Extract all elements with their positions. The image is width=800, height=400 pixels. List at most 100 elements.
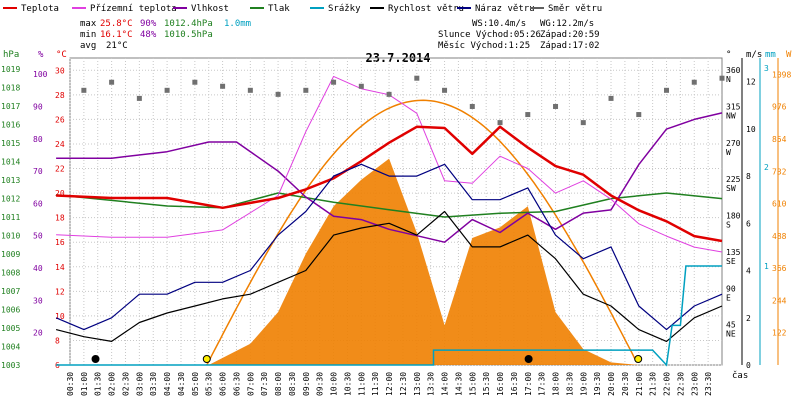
- tick-humidity: 60: [33, 199, 43, 208]
- tick-solar: 244: [772, 296, 787, 305]
- x-tick-label: 00:30: [66, 372, 75, 396]
- tick-humidity: 20: [33, 329, 43, 338]
- tick-humidity: 90: [33, 102, 43, 111]
- legend-label-rychlost: Rychlost větru: [388, 4, 464, 14]
- axis-unit-rain: mm: [765, 50, 776, 60]
- x-tick-label: 08:00: [274, 372, 283, 396]
- tick-pressure: 1018: [1, 84, 20, 93]
- axis-unit-humidity: %: [38, 50, 44, 60]
- stats-block: max 25.8°C 90% 1012.4hPa 1.0mm min 16.1°…: [80, 19, 251, 51]
- series-temperature-line: [56, 125, 723, 243]
- tick-temperature: 18: [55, 214, 65, 223]
- x-tick-label: 15:30: [482, 372, 491, 396]
- tick-compass: E: [726, 293, 731, 302]
- wind-direction-mark: [719, 75, 725, 81]
- x-tick-label: 18:00: [552, 372, 561, 396]
- series-wind-line: [55, 210, 723, 342]
- stats-avg-label: avg: [80, 41, 96, 51]
- tick-pressure: 1007: [1, 287, 20, 296]
- wind-direction-mark: [220, 83, 226, 89]
- tick-temperature: 16: [55, 238, 65, 247]
- tick-humidity: 70: [33, 167, 43, 176]
- x-tick-label: 08:30: [288, 372, 297, 396]
- tick-wind: 6: [746, 219, 751, 228]
- tick-compass: W: [726, 148, 731, 157]
- info-block: WS:10.4m/s WG:12.2m/s Slunce Východ:05:2…: [438, 19, 600, 51]
- x-tick-label: 06:00: [219, 372, 228, 396]
- x-axis-unit: čas: [732, 370, 748, 381]
- tick-pressure: 1005: [1, 324, 20, 333]
- x-tick-label: 10:00: [330, 372, 339, 396]
- x-tick-label: 20:00: [607, 372, 616, 396]
- tick-humidity: 80: [33, 135, 43, 144]
- tick-pressure: 1016: [1, 121, 20, 130]
- tick-temperature: 30: [55, 66, 65, 75]
- tick-direction: 135: [726, 248, 741, 257]
- wind-direction-mark: [664, 87, 670, 93]
- stats-min-temp: 16.1°C: [100, 30, 133, 40]
- tick-pressure: 1014: [1, 158, 20, 167]
- tick-pressure: 1017: [1, 102, 20, 111]
- tick-temperature: 26: [55, 115, 65, 124]
- tick-direction: 360: [726, 66, 741, 75]
- x-tick-label: 14:00: [441, 372, 450, 396]
- x-tick-label: 23:00: [690, 372, 699, 396]
- series-ground-temp-line: [56, 75, 723, 253]
- tick-temperature: 22: [55, 165, 65, 174]
- tick-direction: 180: [726, 212, 741, 221]
- axis-unit-temperature: °C: [56, 50, 67, 60]
- tick-temperature: 28: [55, 91, 65, 100]
- x-tick-label: 13:00: [413, 372, 422, 396]
- tick-solar: 1098: [772, 70, 791, 79]
- wind-direction-mark: [331, 79, 337, 85]
- tick-solar: 122: [772, 329, 787, 338]
- tick-solar: 366: [772, 264, 787, 273]
- tick-humidity: 100: [33, 70, 48, 79]
- tick-pressure: 1011: [1, 213, 20, 222]
- x-tick-label: 04:30: [177, 372, 186, 396]
- legend: Teplota Přízemní teplota Vlhkost Tlak Srážky…: [3, 4, 602, 14]
- stats-max-temp: 25.8°C: [100, 19, 133, 29]
- plot-area: [55, 75, 725, 367]
- tick-direction: 225: [726, 175, 741, 184]
- tick-pressure: 1008: [1, 269, 20, 278]
- x-tick-label: 10:30: [343, 372, 352, 396]
- wind-direction-mark: [275, 91, 281, 97]
- legend-label-vlhkost: Vlhkost: [191, 4, 229, 14]
- tick-solar: 976: [772, 103, 787, 112]
- stats-max-hum: 90%: [140, 19, 157, 29]
- x-tick-label: 03:30: [149, 372, 158, 396]
- tick-pressure: 1019: [1, 65, 20, 74]
- stats-max-label: max: [80, 19, 97, 29]
- tick-temperature: 14: [55, 263, 65, 272]
- tick-wind: 10: [746, 125, 756, 134]
- series-rain-line: [56, 265, 722, 367]
- x-tick-label: 19:30: [593, 372, 602, 396]
- x-tick-label: 16:30: [510, 372, 519, 396]
- tick-wind: 2: [746, 314, 751, 323]
- stats-min-label: min: [80, 30, 96, 40]
- x-tick-label: 04:00: [163, 372, 172, 396]
- wind-direction-mark: [192, 79, 198, 85]
- info-sunset: Západ:20:59: [540, 30, 600, 40]
- x-tick-label: 09:00: [302, 372, 311, 396]
- x-tick-label: 01:30: [94, 372, 103, 396]
- x-tick-label: 13:30: [427, 372, 436, 396]
- x-tick-label: 01:00: [80, 372, 89, 396]
- series-solar-area: [208, 158, 639, 365]
- axis-unit-wind: m/s: [746, 50, 762, 60]
- x-tick-label: 09:30: [316, 372, 325, 396]
- series-humidity-line: [56, 112, 723, 243]
- tick-pressure: 1015: [1, 139, 20, 148]
- tick-pressure: 1004: [1, 343, 20, 352]
- tick-humidity: 30: [33, 296, 43, 305]
- tick-direction: 315: [726, 103, 741, 112]
- legend-label-naraz: Náraz větru: [475, 4, 535, 14]
- sun-arc: [206, 99, 638, 366]
- wind-direction-mark: [553, 103, 559, 109]
- wind-direction-mark: [580, 120, 586, 126]
- tick-wind: 4: [746, 267, 751, 276]
- tick-compass: NE: [726, 330, 736, 339]
- sunrise-marker: [202, 355, 211, 363]
- tick-rain: 1: [764, 262, 769, 271]
